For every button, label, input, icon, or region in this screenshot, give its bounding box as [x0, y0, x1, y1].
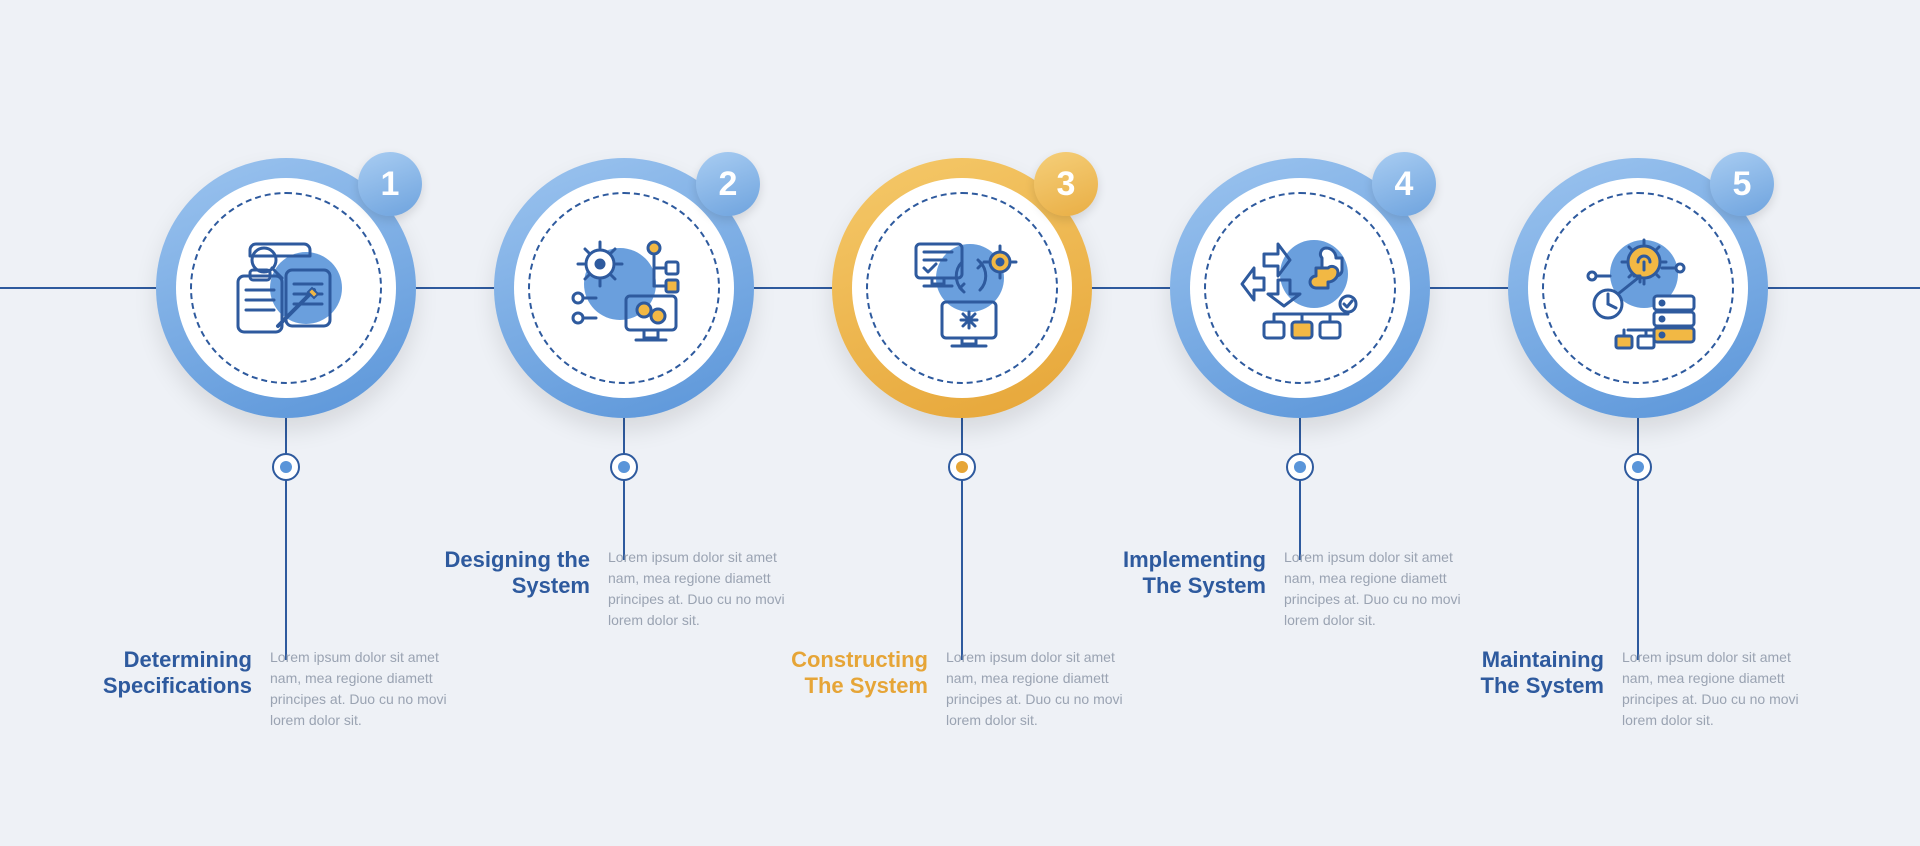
dashed-ring [1542, 192, 1734, 384]
step-text: Determining Specifications Lorem ipsum do… [92, 647, 452, 731]
step-node-dot [1294, 461, 1306, 473]
step-title: Constructing The System [768, 647, 928, 700]
dashed-ring [1204, 192, 1396, 384]
step-number-badge: 5 [1710, 152, 1774, 216]
step-connector [623, 410, 625, 560]
step-inner [176, 178, 396, 398]
step-body: Lorem ipsum dolor sit amet nam, mea regi… [946, 647, 1128, 731]
step-node [610, 453, 638, 481]
step-number-badge: 1 [358, 152, 422, 216]
dashed-ring [528, 192, 720, 384]
step-inner [514, 178, 734, 398]
step-text: Implementing The System Lorem ipsum dolor… [1106, 547, 1466, 631]
step-node [948, 453, 976, 481]
step-inner [1190, 178, 1410, 398]
step-title: Maintaining The System [1444, 647, 1604, 700]
step-connector [1637, 410, 1639, 660]
step-body: Lorem ipsum dolor sit amet nam, mea regi… [1622, 647, 1804, 731]
step-node [272, 453, 300, 481]
step-text: Designing the System Lorem ipsum dolor si… [430, 547, 790, 631]
step-connector [285, 410, 287, 660]
step-inner [1528, 178, 1748, 398]
step-title: Implementing The System [1106, 547, 1266, 600]
step-node-dot [956, 461, 968, 473]
step-text: Maintaining The System Lorem ipsum dolor … [1444, 647, 1804, 731]
infographic-canvas: 1 Determining Specifications Lorem ipsum d… [0, 0, 1920, 846]
step-node-dot [618, 461, 630, 473]
step-number-badge: 3 [1034, 152, 1098, 216]
step-title: Determining Specifications [92, 647, 252, 700]
step: 1 [156, 158, 416, 418]
step: 3 [832, 158, 1092, 418]
step-body: Lorem ipsum dolor sit amet nam, mea regi… [608, 547, 790, 631]
step-title: Designing the System [430, 547, 590, 600]
step: 4 [1170, 158, 1430, 418]
step-node-dot [1632, 461, 1644, 473]
step-number-badge: 2 [696, 152, 760, 216]
step-node [1624, 453, 1652, 481]
step-text: Constructing The System Lorem ipsum dolor… [768, 647, 1128, 731]
step-connector [961, 410, 963, 660]
step: 5 [1508, 158, 1768, 418]
dashed-ring [190, 192, 382, 384]
step-connector [1299, 410, 1301, 560]
step: 2 [494, 158, 754, 418]
step-node [1286, 453, 1314, 481]
step-number-badge: 4 [1372, 152, 1436, 216]
step-node-dot [280, 461, 292, 473]
dashed-ring [866, 192, 1058, 384]
step-body: Lorem ipsum dolor sit amet nam, mea regi… [270, 647, 452, 731]
step-body: Lorem ipsum dolor sit amet nam, mea regi… [1284, 547, 1466, 631]
step-inner [852, 178, 1072, 398]
